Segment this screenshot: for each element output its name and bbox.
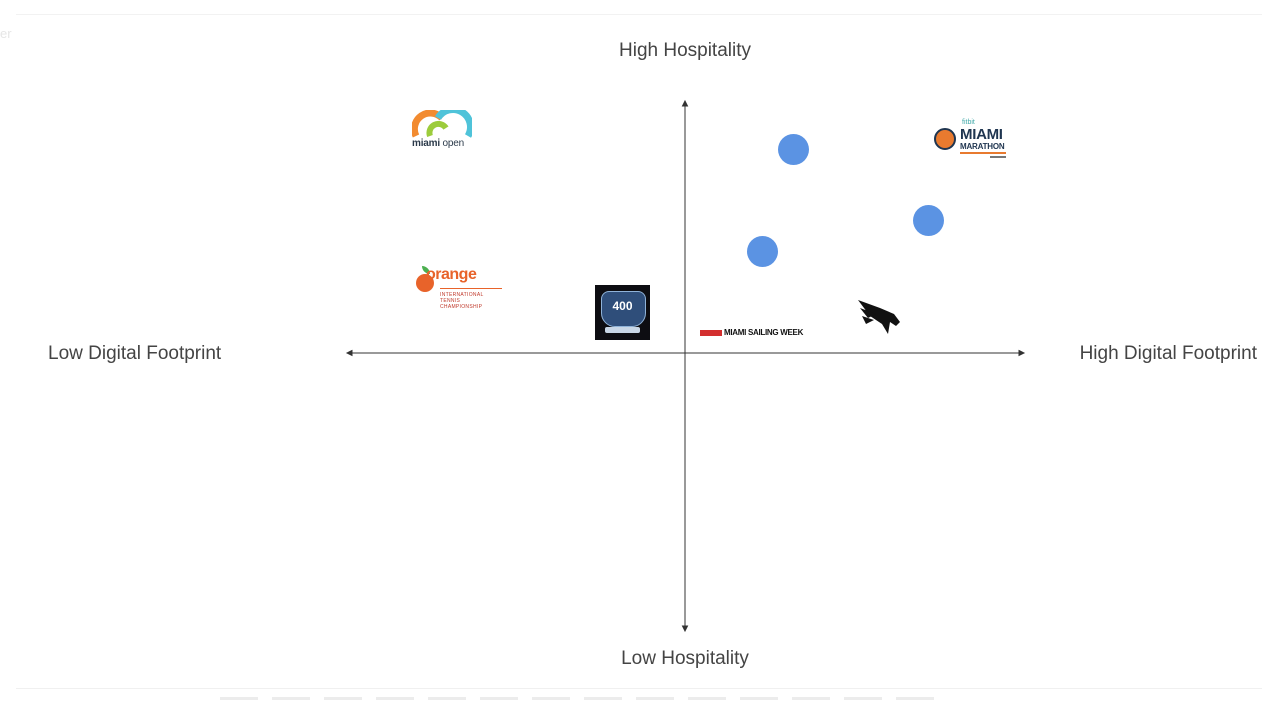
axis-label-high-digital-footprint: High Digital Footprint: [1079, 343, 1257, 364]
horizontal-axis-arrow-left: [345, 349, 353, 357]
orange-subtitle-line-1: INTERNATIONAL: [440, 292, 484, 298]
horse-logo: [850, 292, 906, 344]
badge-base: [605, 327, 640, 333]
axis-label-low-digital-footprint: Low Digital Footprint: [48, 343, 222, 364]
frame-top-divider: [16, 14, 1262, 15]
axis-label-low-hospitality: Low Hospitality: [621, 648, 749, 669]
junior-orange-bowl-logo: orange INTERNATIONAL TENNIS CHAMPIONSHIP: [414, 262, 504, 310]
leaf-icon: [422, 266, 430, 274]
vertical-axis-arrow-top: [681, 99, 689, 107]
axis-label-high-hospitality: High Hospitality: [619, 40, 751, 61]
orange-divider: [440, 288, 502, 289]
miami-open-wordmark-bold: miami: [412, 138, 440, 149]
marathon-small-line: [990, 156, 1006, 158]
miami-open-arch-icon: [412, 110, 472, 138]
orange-wordmark: orange: [426, 266, 477, 283]
fitbit-wordmark: fitbit: [962, 119, 975, 126]
badge-number: 400: [612, 299, 633, 313]
sailing-red-bar: [700, 330, 722, 336]
marathon-text: MARATHON: [960, 142, 1005, 151]
miami-open-wordmark: miami open: [412, 138, 464, 149]
badge-shield-icon: [601, 291, 646, 327]
miami-marathon-logo: fitbit MIAMI MARATHON: [932, 116, 1012, 168]
placeholder-dot: [778, 134, 809, 165]
faint-corner-mark: er: [0, 26, 12, 41]
tennis-ball-icon: [416, 274, 434, 292]
vertical-axis-arrow-bottom: [681, 625, 689, 633]
frame-bottom-divider: [16, 688, 1262, 689]
placeholder-dot: [747, 236, 778, 267]
horse-head-icon: [858, 300, 900, 334]
marathon-accent-line: [960, 152, 1006, 154]
miami-open-wordmark-thin: open: [439, 138, 464, 149]
faint-caption-row: [220, 697, 940, 700]
miami-sailing-week-logo: MIAMI SAILING WEEK: [700, 328, 812, 340]
placeholder-dot: [913, 205, 944, 236]
marathon-miami-text: MIAMI: [960, 126, 1003, 143]
sailing-wordmark: MIAMI SAILING WEEK: [724, 328, 804, 337]
marathon-emblem-icon: [934, 128, 956, 150]
orange-subtitle-line-2: TENNIS CHAMPIONSHIP: [440, 298, 483, 310]
horizontal-axis-arrow-right: [1018, 349, 1026, 357]
miami-open-logo: miami open: [408, 100, 474, 162]
race-badge-logo: 400: [595, 285, 650, 340]
orange-subtitle: INTERNATIONAL TENNIS CHAMPIONSHIP: [440, 292, 504, 310]
